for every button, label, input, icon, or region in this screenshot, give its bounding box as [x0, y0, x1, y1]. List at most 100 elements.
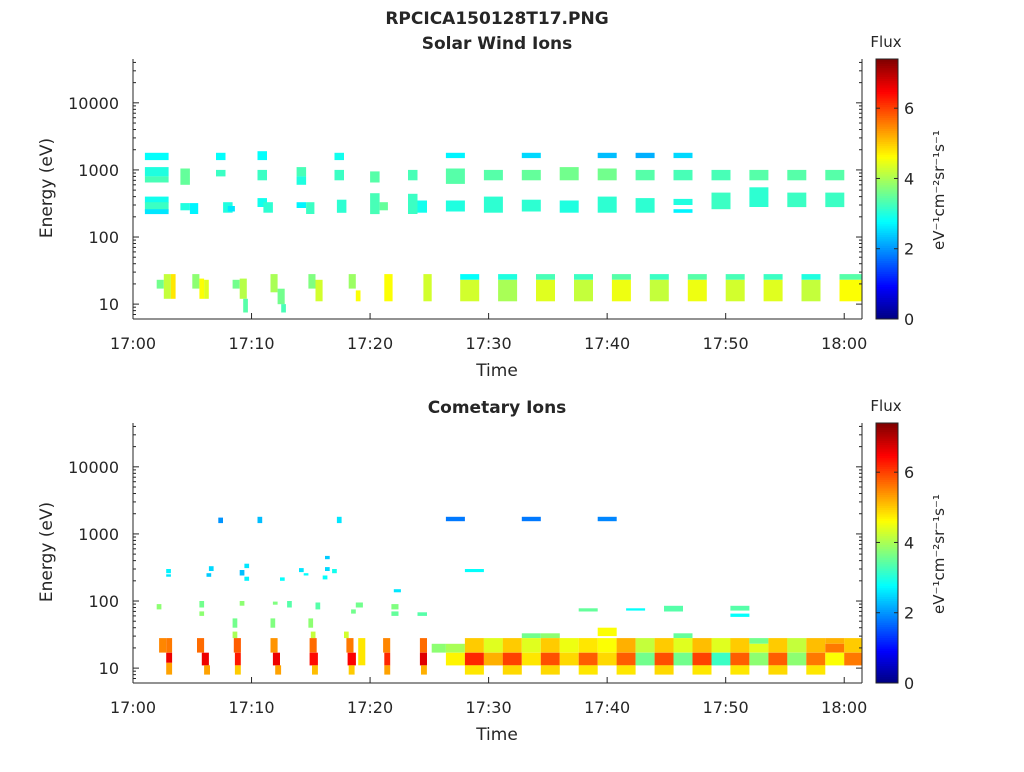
colorbar-swatch — [876, 299, 898, 303]
heatmap-cell — [144, 196, 169, 204]
colorbar-swatch — [876, 548, 898, 552]
heatmap-cell — [270, 618, 276, 628]
heatmap-cell — [206, 573, 212, 577]
colorbar-swatch — [876, 310, 898, 313]
heatmap-cell — [423, 274, 432, 302]
colorbar-swatch — [876, 581, 898, 584]
colorbar-swatch — [876, 147, 898, 151]
colorbar-swatch — [876, 269, 898, 272]
heatmap-cell — [825, 169, 845, 181]
colorbar-swatch — [876, 100, 898, 103]
colorbar-swatch — [876, 95, 898, 99]
heatmap-cell — [578, 665, 598, 675]
heatmap-cell — [216, 169, 226, 177]
colorbar-swatch — [876, 618, 898, 621]
heatmap-cell — [502, 665, 522, 675]
heatmap-cell — [578, 638, 598, 653]
colorbar-swatch — [876, 507, 898, 511]
heatmap-cell — [540, 638, 560, 653]
heatmap-cell — [312, 665, 318, 675]
heatmap-cell — [243, 298, 248, 313]
colorbar-swatch — [876, 241, 898, 244]
colorbar-title: Flux — [870, 397, 901, 415]
colorbar-swatch — [876, 141, 898, 144]
heatmap-cell — [144, 202, 169, 212]
colorbar-swatch — [876, 514, 898, 517]
colorbar-swatch — [876, 559, 898, 563]
heatmap-cell — [232, 618, 238, 628]
heatmap-cell — [308, 274, 316, 289]
heatmap-cell — [483, 169, 503, 181]
heatmap-cell — [673, 652, 693, 666]
heatmap-cell — [654, 652, 674, 666]
heatmap-cell — [825, 643, 845, 653]
panel-title: Cometary Ions — [428, 398, 567, 418]
colorbar-tick-label: 2 — [904, 240, 914, 259]
x-tick-label: 18:00 — [821, 334, 867, 353]
colorbar-swatch — [876, 535, 898, 539]
heatmap-cell — [559, 167, 579, 181]
heatmap-cell — [384, 665, 391, 675]
heatmap-cell — [839, 279, 862, 302]
colorbar-swatch — [876, 121, 898, 125]
heatmap-cell — [521, 638, 541, 653]
heatmap-cell — [309, 652, 318, 666]
colorbar-swatch — [876, 277, 898, 281]
colorbar-swatch — [876, 455, 898, 459]
heatmap-cell — [673, 638, 693, 653]
heatmap-cell — [431, 643, 446, 653]
colorbar: 0 2 4 6 — [875, 58, 914, 329]
colorbar-swatch — [876, 132, 898, 136]
colorbar-swatch — [876, 529, 898, 532]
colorbar-swatch — [876, 228, 898, 231]
colorbar-swatch — [876, 314, 898, 318]
heatmap-cell — [348, 665, 355, 675]
heatmap-cells — [144, 151, 862, 313]
heatmap-cell — [417, 612, 427, 616]
heatmap-cell — [559, 652, 579, 666]
colorbar-swatch — [876, 152, 898, 155]
colorbar-swatch — [876, 295, 898, 298]
colorbar-swatch — [876, 163, 898, 166]
colorbar-swatch — [876, 208, 898, 212]
heatmap-cell — [445, 643, 465, 653]
colorbar-swatch — [876, 663, 898, 667]
colorbar-swatch — [876, 316, 898, 320]
solar-wind-panel: Solar Wind Ions Time Energy (eV) Flux eV… — [37, 33, 948, 381]
heatmap-cell — [730, 613, 750, 617]
heatmap-cell — [233, 638, 241, 653]
colorbar-swatch — [876, 498, 898, 502]
heatmap-cell — [787, 192, 807, 208]
heatmap-cell — [654, 638, 674, 653]
colorbar-swatch — [876, 592, 898, 595]
colorbar-swatch — [876, 583, 898, 586]
heatmap-cell — [310, 631, 316, 639]
colorbar-swatch — [876, 520, 898, 524]
colorbar-swatch — [876, 308, 898, 311]
colorbar-swatch — [876, 628, 898, 632]
colorbar-swatch — [876, 553, 898, 556]
colorbar-swatch — [876, 453, 898, 456]
heatmap-cell — [749, 169, 769, 181]
x-tick-label: 17:40 — [584, 334, 630, 353]
heatmap-cell — [597, 638, 617, 653]
colorbar-swatch — [876, 466, 898, 469]
heatmap-cell — [460, 279, 480, 302]
colorbar-tick-label: 2 — [904, 604, 914, 623]
y-axis-label: Energy (eV) — [37, 502, 57, 602]
colorbar-swatch — [876, 234, 898, 238]
colorbar-swatch — [876, 128, 898, 131]
colorbar-swatch — [876, 126, 898, 129]
heatmap-cell — [189, 203, 199, 214]
colorbar-swatch — [876, 189, 898, 192]
heatmap-cell — [725, 279, 745, 302]
heatmap-cell — [358, 638, 366, 666]
heatmap-cell — [768, 638, 788, 653]
colorbar-swatch — [876, 594, 898, 597]
colorbar-swatch — [876, 459, 898, 463]
colorbar-swatch — [876, 667, 898, 671]
heatmap-cell — [391, 611, 399, 616]
heatmap-cell — [536, 279, 555, 302]
colorbar-swatch — [876, 624, 898, 628]
heatmap-cell — [521, 652, 541, 666]
